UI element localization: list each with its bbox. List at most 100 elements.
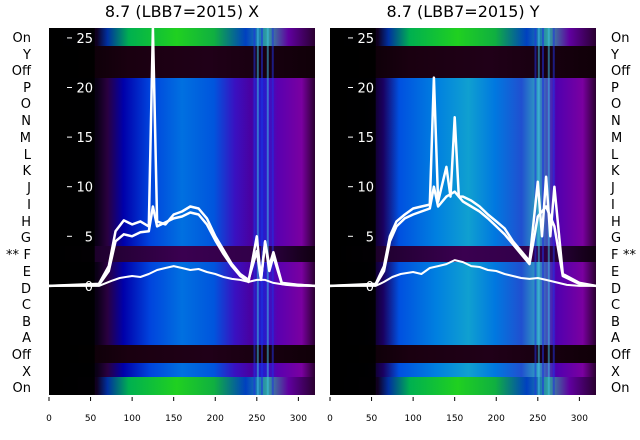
- row-label-right: L: [611, 148, 619, 163]
- series-line-3: [330, 259, 596, 287]
- row-star-marker: **: [623, 248, 637, 263]
- series-line-2: [49, 205, 315, 288]
- series-line-3: [49, 265, 315, 287]
- x-tick-label: 0: [327, 414, 333, 424]
- row-label-right: On: [611, 31, 629, 46]
- row-label-right: G: [611, 231, 621, 246]
- heatmap-streak: [266, 28, 269, 395]
- heatmap-right: [330, 28, 596, 395]
- row-label-left: C: [22, 298, 31, 313]
- chart-title: 8.7 (LBB7=2015) Y: [386, 2, 539, 21]
- row-label-right: P: [611, 81, 619, 96]
- y-tick-label: 20: [357, 82, 374, 97]
- heatmap-off-band-top: [330, 46, 596, 62]
- heatmap-off-band-bottom: [49, 345, 315, 363]
- series-line-2: [330, 185, 596, 288]
- x-tick-label: 100: [124, 414, 141, 424]
- row-label-right: F: [611, 248, 618, 263]
- row-star-marker: **: [6, 248, 20, 263]
- row-label-left: E: [23, 265, 31, 280]
- row-label-left: A: [22, 331, 31, 346]
- x-tick-label: 150: [165, 414, 182, 424]
- row-label-left: F: [24, 248, 31, 263]
- heatmap-off-band-top: [49, 46, 315, 62]
- heatmap-streak: [552, 28, 555, 395]
- row-label-left: X: [22, 365, 31, 380]
- row-label-right: E: [611, 265, 619, 280]
- y-tick-label: 0: [366, 280, 374, 295]
- row-label-left: H: [21, 215, 31, 230]
- row-label-right: C: [611, 298, 620, 313]
- y-tick-label: 15: [76, 131, 93, 146]
- y-tick-label: 5: [366, 230, 374, 245]
- row-label-right: Off: [611, 64, 631, 79]
- heatmap-marked-band: [49, 246, 315, 262]
- row-label-left: On: [13, 31, 31, 46]
- y-tick-label: 25: [357, 32, 374, 47]
- heatmap-streak: [537, 28, 540, 395]
- x-tick-label: 250: [248, 414, 265, 424]
- heatmap-on-band-bottom: [330, 377, 596, 395]
- x-tick-label: 100: [405, 414, 422, 424]
- row-label-left: N: [21, 114, 31, 129]
- row-label-right: I: [611, 198, 615, 213]
- row-label-left: J: [26, 181, 31, 196]
- heatmap-left: [49, 28, 315, 395]
- row-label-left: L: [24, 148, 32, 163]
- row-label-right: N: [611, 114, 621, 129]
- row-label-right: X: [611, 365, 620, 380]
- row-label-right: H: [611, 215, 621, 230]
- x-tick-label: 50: [366, 414, 378, 424]
- row-label-right: J: [610, 181, 615, 196]
- y-tick-label: 0: [85, 280, 93, 295]
- y-tick-label: 15: [357, 131, 374, 146]
- x-tick-label: 200: [207, 414, 224, 424]
- x-tick-label: 300: [571, 414, 588, 424]
- x-tick-label: 300: [290, 414, 307, 424]
- x-tick-label: 250: [529, 414, 546, 424]
- heatmap-streak: [253, 28, 256, 395]
- row-label-right: D: [611, 282, 621, 297]
- y-tick-label: 5: [85, 230, 93, 245]
- heatmap-off-band-top-2: [330, 62, 596, 78]
- heatmap-streak: [271, 28, 274, 395]
- row-label-left: P: [23, 81, 31, 96]
- heatmap-off-band-top-2: [49, 62, 315, 78]
- row-label-left: Off: [12, 348, 32, 363]
- x-tick-label: 0: [46, 414, 52, 424]
- heatmap-streak: [256, 28, 259, 395]
- row-label-right: O: [611, 97, 621, 112]
- row-label-left: O: [21, 97, 31, 112]
- y-tick-label: 25: [76, 32, 93, 47]
- y-tick-label: 20: [76, 82, 93, 97]
- y-tick-label: 10: [357, 181, 374, 196]
- y-tick-label: 10: [76, 181, 93, 196]
- row-label-left: K: [22, 164, 31, 179]
- heatmap-dark-region: [49, 28, 95, 395]
- heatmap-streak: [260, 28, 263, 395]
- row-label-left: G: [21, 231, 31, 246]
- row-label-right: K: [611, 164, 620, 179]
- row-label-right: A: [611, 331, 620, 346]
- heatmap-dark-region: [330, 28, 376, 395]
- row-label-left: Off: [12, 64, 32, 79]
- row-label-right: Y: [610, 48, 619, 63]
- row-label-right: On: [611, 381, 629, 396]
- row-label-left: M: [20, 131, 31, 146]
- heatmap-on-band-bottom: [49, 377, 315, 395]
- row-label-right: B: [611, 315, 620, 330]
- row-label-right: M: [611, 131, 622, 146]
- chart-title: 8.7 (LBB7=2015) X: [105, 2, 259, 21]
- row-label-right: Off: [611, 348, 631, 363]
- row-label-left: Y: [22, 48, 31, 63]
- row-label-left: D: [21, 282, 31, 297]
- row-label-left: I: [27, 198, 31, 213]
- heatmap-on-band-top: [330, 28, 596, 46]
- series-line-1: [330, 76, 596, 288]
- x-tick-label: 200: [488, 414, 505, 424]
- panel-right: 0 5 10 15 20 25: [330, 28, 596, 395]
- x-tick-label: 50: [85, 414, 97, 424]
- row-label-left: On: [13, 381, 31, 396]
- panel-left: 0 5 10 15 20 25: [49, 28, 315, 395]
